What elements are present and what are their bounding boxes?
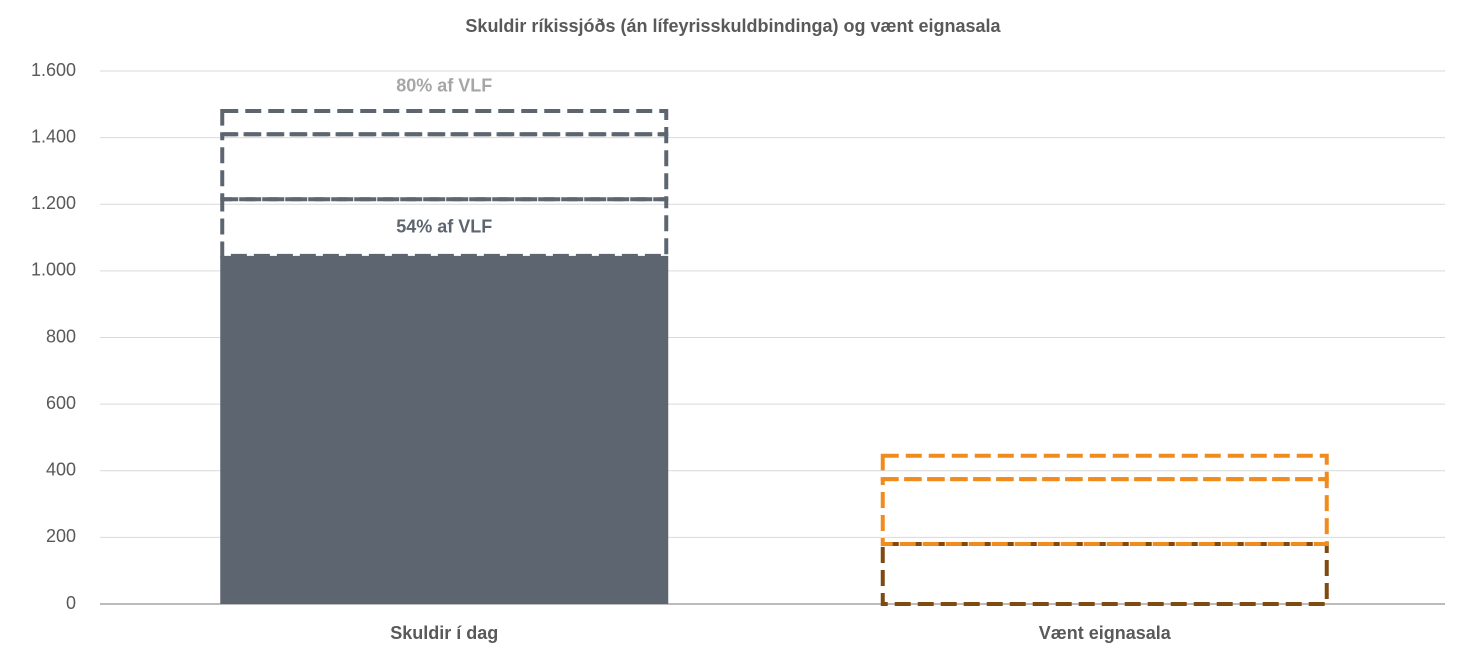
y-tick-label: 400 xyxy=(46,460,76,480)
y-tick-label: 800 xyxy=(46,326,76,346)
x-tick-label: Vænt eignasala xyxy=(1039,623,1172,643)
chart-title: Skuldir ríkissjóðs (án lífeyrisskuldbind… xyxy=(465,16,1001,36)
y-tick-label: 600 xyxy=(46,393,76,413)
y-tick-label: 1.600 xyxy=(31,60,76,80)
bar-segment xyxy=(880,477,1329,547)
bar-segment xyxy=(880,453,1329,482)
bar-segment xyxy=(880,542,1329,606)
annotation: 80% af VLF xyxy=(396,76,492,96)
y-tick-label: 1.400 xyxy=(31,126,76,146)
bar-segment xyxy=(220,197,669,258)
bar-segment xyxy=(220,132,669,202)
bar-segment xyxy=(220,255,669,604)
y-tick-label: 0 xyxy=(66,593,76,613)
annotation: 54% af VLF xyxy=(396,216,492,236)
bar-segment xyxy=(220,108,669,137)
x-tick-label: Skuldir í dag xyxy=(390,623,498,643)
y-tick-label: 200 xyxy=(46,526,76,546)
y-tick-label: 1.200 xyxy=(31,193,76,213)
y-tick-label: 1.000 xyxy=(31,260,76,280)
